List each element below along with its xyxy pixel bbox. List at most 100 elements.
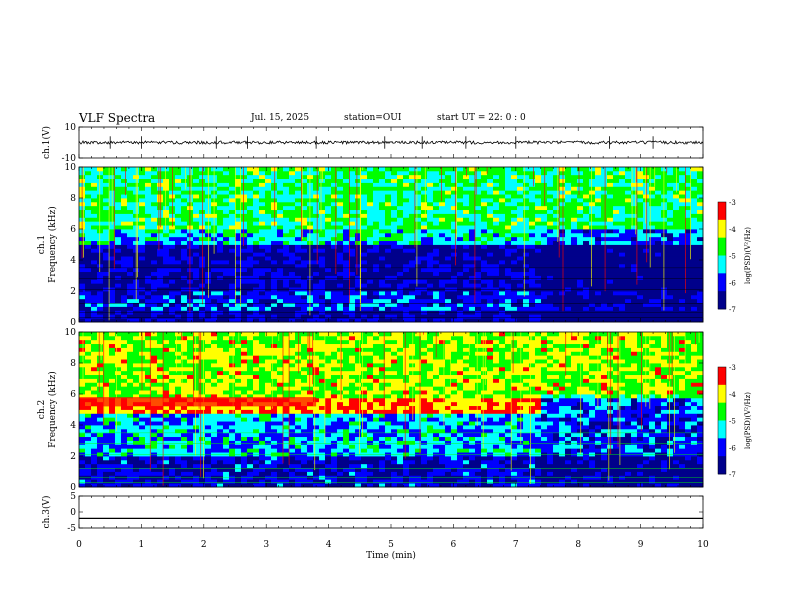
- spectrogram-cell: [649, 252, 656, 257]
- spectrogram-cell: [295, 178, 302, 183]
- spectrogram-cell: [151, 479, 158, 484]
- spectrogram-cell: [97, 194, 104, 199]
- spectrogram-cell: [397, 302, 404, 307]
- spectrogram-cell: [151, 355, 158, 360]
- spectrogram-cell: [151, 302, 158, 307]
- spectrogram-cell: [655, 174, 662, 180]
- spectrogram-cell: [571, 267, 578, 273]
- spectrogram-cell: [685, 174, 692, 180]
- spectrogram-cell: [121, 386, 128, 391]
- spectrogram-cell: [343, 256, 350, 261]
- spectrogram-cell: [259, 186, 266, 191]
- spectrogram-cell: [697, 267, 704, 273]
- spectrogram-cell: [103, 302, 110, 307]
- spectrogram-cell: [259, 229, 266, 234]
- spectrogram-cell: [283, 260, 290, 265]
- spectrogram-cell: [385, 225, 392, 230]
- spectrogram-cell: [631, 283, 638, 288]
- spectrogram-cell: [487, 298, 494, 304]
- spectrogram-cell: [151, 186, 158, 191]
- spectrogram-cell: [91, 201, 98, 207]
- spectrogram-cell: [313, 213, 320, 218]
- spectrogram-cell: [691, 213, 698, 218]
- spectrogram-cell: [667, 225, 674, 230]
- spectrogram-cell: [547, 256, 554, 261]
- spectrogram-cell: [427, 236, 434, 242]
- spectrogram-cell: [691, 267, 698, 273]
- spectrogram-cell: [145, 167, 152, 172]
- spectrogram-cell: [313, 194, 320, 199]
- spectrogram-cell: [541, 167, 548, 172]
- spectrogram-cell: [223, 170, 230, 176]
- spectrogram-cell: [277, 174, 284, 180]
- spectrogram-cell: [373, 267, 380, 273]
- spectrogram-cell: [127, 409, 134, 414]
- spectrogram-cell: [607, 221, 614, 226]
- spectrogram-cell: [475, 221, 482, 226]
- spectrogram-cell: [409, 229, 416, 234]
- spectrogram-cell: [655, 167, 662, 172]
- spectrogram-cell: [613, 229, 620, 234]
- spectrogram-cell: [673, 213, 680, 218]
- spectrogram-cell: [493, 225, 500, 230]
- spectrogram-cell: [559, 314, 566, 319]
- spectrogram-cell: [403, 256, 410, 261]
- spectrogram-cell: [121, 291, 128, 296]
- spectrogram-cell: [175, 359, 182, 364]
- spectrogram-cell: [427, 198, 434, 203]
- spectrogram-cell: [103, 205, 110, 211]
- spectrogram-cell: [691, 260, 698, 265]
- spectrogram-cell: [373, 221, 380, 226]
- spectrogram-cell: [355, 248, 362, 253]
- spectrogram-cell: [463, 209, 470, 214]
- spectrogram-cell: [523, 167, 530, 172]
- spectrogram-cell: [505, 302, 512, 307]
- spectrogram-cell: [151, 182, 158, 187]
- spectrogram-cell: [97, 448, 104, 453]
- spectrogram-cell: [421, 205, 428, 211]
- spectrogram-cell: [547, 260, 554, 265]
- spectrogram-cell: [337, 306, 344, 311]
- spectrogram-cell: [289, 279, 296, 284]
- spectrogram-cell: [367, 318, 374, 323]
- spectrogram-cell: [169, 432, 176, 438]
- spectrogram-cell: [157, 332, 164, 337]
- spectrogram-cell: [511, 271, 518, 276]
- spectrogram-cell: [463, 229, 470, 234]
- spectrogram-cell: [457, 198, 464, 203]
- spectrogram-cell: [121, 260, 128, 265]
- spectrogram-cell: [511, 275, 518, 280]
- spectrogram-cell: [193, 225, 200, 230]
- spectrogram-cell: [139, 294, 146, 300]
- spectrogram-cell: [571, 263, 578, 269]
- spectrogram-cell: [289, 318, 296, 323]
- spectrogram-cell: [97, 167, 104, 172]
- spectrogram-cell: [511, 298, 518, 304]
- spectrogram-cell: [565, 275, 572, 280]
- spectrogram-cell: [409, 190, 416, 195]
- spectrogram-cell: [625, 263, 632, 269]
- spectrogram-cell: [409, 232, 416, 238]
- spectrogram-cell: [595, 267, 602, 273]
- spectrogram-cell: [367, 174, 374, 180]
- spectrogram-cell: [451, 170, 458, 176]
- spectrogram-cell: [469, 240, 476, 245]
- spectrogram-cell: [103, 267, 110, 273]
- spectrogram-cell: [553, 240, 560, 245]
- spectrogram-cell: [259, 217, 266, 222]
- spectrogram-cell: [91, 425, 98, 430]
- spectrogram-cell: [481, 263, 488, 269]
- spectrogram-cell: [661, 314, 668, 319]
- spectrogram-cell: [517, 267, 524, 273]
- spectrogram-cell: [271, 225, 278, 230]
- spectrogram-cell: [439, 221, 446, 226]
- spectrogram-cell: [151, 351, 158, 356]
- spectrogram-cell: [649, 174, 656, 180]
- spectrogram-cell: [121, 432, 128, 438]
- spectrogram-cell: [523, 248, 530, 253]
- spectrogram-cell: [529, 314, 536, 319]
- spectrogram-cell: [361, 306, 368, 311]
- spectrogram-cell: [415, 198, 422, 203]
- spectrogram-cell: [271, 205, 278, 211]
- spectrogram-cell: [121, 359, 128, 364]
